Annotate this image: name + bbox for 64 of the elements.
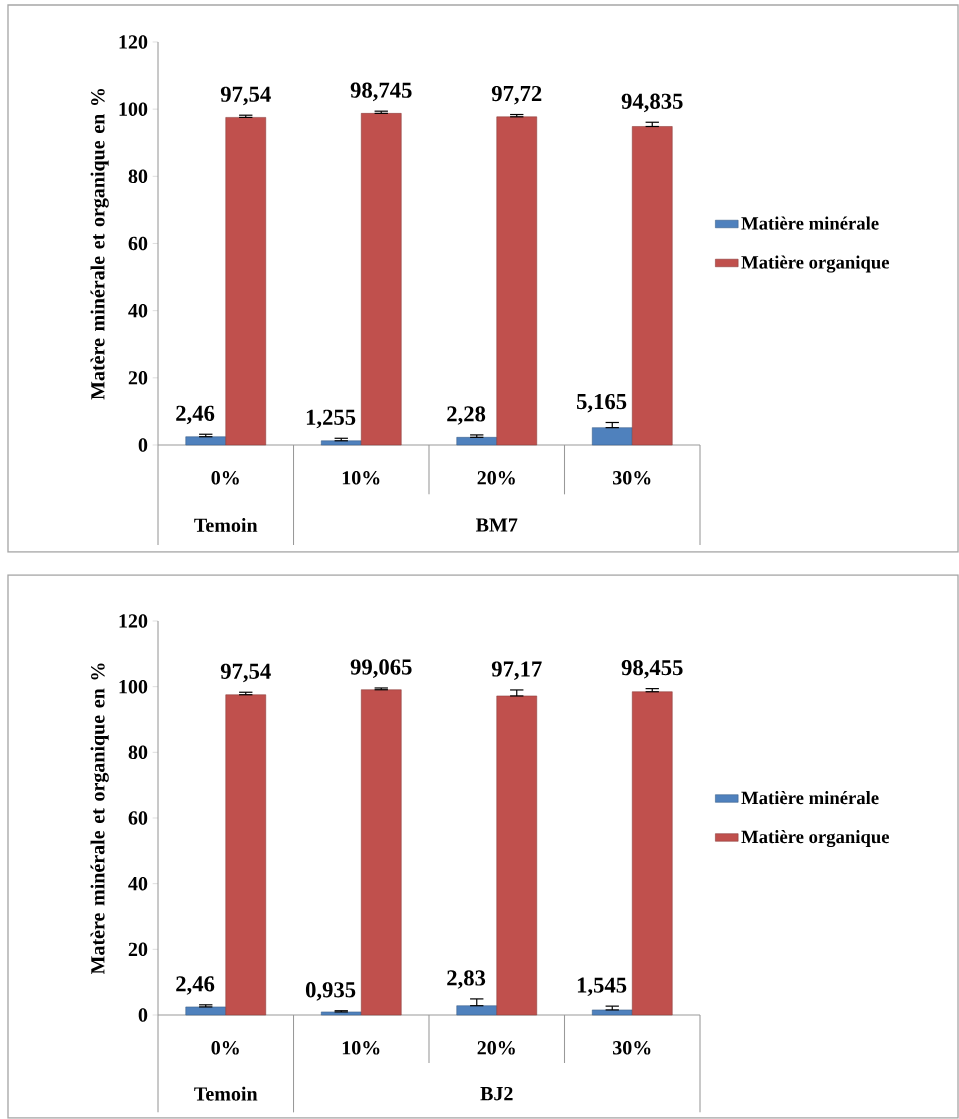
data-label: 97,72 bbox=[491, 85, 542, 105]
legend-label: Matière minérale bbox=[741, 791, 879, 805]
data-label: 2,83 bbox=[447, 970, 486, 989]
y-tick-label: 20 bbox=[128, 942, 148, 957]
bar bbox=[360, 113, 402, 446]
x-tick-label: 20% bbox=[477, 471, 515, 485]
text: Temoin bbox=[194, 517, 258, 533]
x-tick-label: 20% bbox=[477, 1041, 515, 1055]
data-label: 0,935 bbox=[305, 982, 356, 1001]
bar bbox=[631, 126, 673, 446]
data-label: 1,545 bbox=[577, 977, 627, 997]
data-label: 98,455 bbox=[621, 660, 683, 679]
y-tick-label: 60 bbox=[128, 236, 148, 251]
text: Temoin bbox=[194, 1086, 258, 1101]
data-label: 97,54 bbox=[220, 663, 271, 683]
text: BM7 bbox=[475, 518, 518, 532]
y-axis-title: Matère minérale et organique en % bbox=[90, 88, 109, 400]
y-tick-label: 20 bbox=[128, 371, 148, 385]
y-tick-label: 0 bbox=[138, 438, 148, 452]
data-label: 97,54 bbox=[220, 86, 271, 106]
y-tick-label: 100 bbox=[119, 102, 148, 116]
bar bbox=[185, 1006, 227, 1016]
y-tick-label: 40 bbox=[128, 876, 148, 891]
data-label: 99,065 bbox=[350, 659, 412, 678]
x-tick-label: 0% bbox=[211, 1041, 239, 1055]
data-label: 2,46 bbox=[176, 976, 215, 995]
legend-label: Matière minérale bbox=[741, 216, 879, 230]
data-label: 94,835 bbox=[621, 93, 683, 113]
bar bbox=[456, 1005, 498, 1016]
y-tick-label: 40 bbox=[128, 303, 148, 318]
bar bbox=[631, 691, 673, 1016]
data-label: 2,46 bbox=[176, 405, 215, 425]
y-tick-label: 120 bbox=[119, 614, 148, 628]
x-tick-label: 10% bbox=[342, 1041, 380, 1055]
bar bbox=[591, 427, 633, 446]
y-tick-label: 100 bbox=[119, 679, 148, 694]
y-axis-title: Matère minérale et organique en % bbox=[90, 663, 109, 975]
data-label: 5,165 bbox=[576, 393, 627, 413]
x-tick-label: 0% bbox=[211, 471, 239, 485]
data-label: 97,17 bbox=[491, 661, 542, 680]
y-tick-label: 60 bbox=[128, 811, 148, 825]
data-label: 1,255 bbox=[306, 409, 356, 429]
y-tick-label: 120 bbox=[119, 35, 148, 49]
bar bbox=[360, 689, 402, 1016]
y-tick-label: 0 bbox=[138, 1008, 148, 1022]
x-tick-label: 30% bbox=[613, 1041, 651, 1055]
x-tick-label: 10% bbox=[342, 471, 380, 485]
legend-label: Matière organique bbox=[741, 255, 890, 273]
bar bbox=[320, 1011, 362, 1016]
bar bbox=[456, 437, 498, 446]
bar bbox=[496, 116, 538, 446]
x-tick-label: 30% bbox=[613, 471, 651, 485]
text: BJ2 bbox=[480, 1086, 513, 1101]
y-tick-label: 80 bbox=[128, 745, 148, 760]
data-label: 2,28 bbox=[447, 406, 486, 425]
bar bbox=[591, 1009, 633, 1016]
bar bbox=[496, 695, 538, 1016]
legend-label: Matière organique bbox=[741, 830, 890, 848]
data-label: 98,745 bbox=[350, 82, 412, 102]
bar bbox=[320, 440, 362, 446]
bar bbox=[225, 694, 267, 1016]
bar bbox=[225, 117, 267, 446]
y-tick-label: 80 bbox=[128, 169, 148, 184]
bar bbox=[185, 436, 227, 446]
